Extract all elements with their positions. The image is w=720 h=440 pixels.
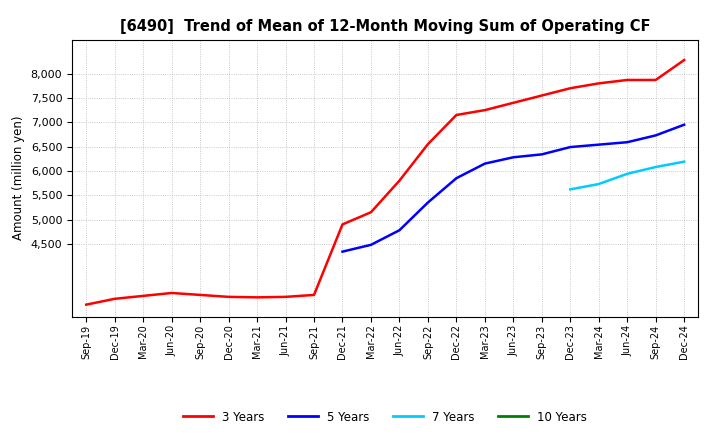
Legend: 3 Years, 5 Years, 7 Years, 10 Years: 3 Years, 5 Years, 7 Years, 10 Years <box>179 406 592 428</box>
Y-axis label: Amount (million yen): Amount (million yen) <box>12 116 25 240</box>
Title: [6490]  Trend of Mean of 12-Month Moving Sum of Operating CF: [6490] Trend of Mean of 12-Month Moving … <box>120 19 650 34</box>
